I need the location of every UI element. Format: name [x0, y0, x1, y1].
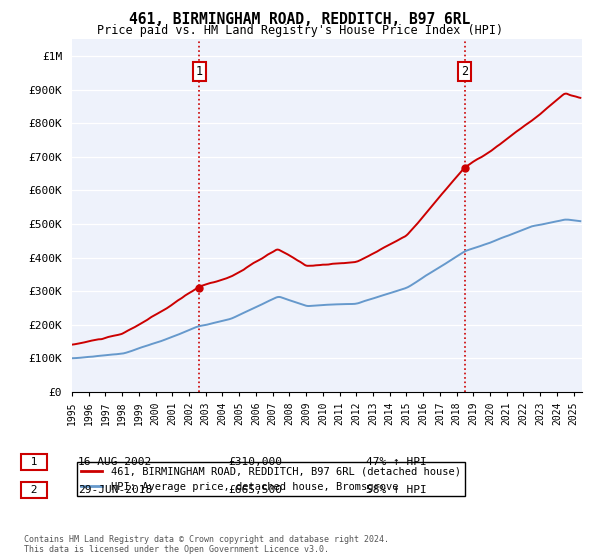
Legend: 461, BIRMINGHAM ROAD, REDDITCH, B97 6RL (detached house), HPI: Average price, de: 461, BIRMINGHAM ROAD, REDDITCH, B97 6RL … — [77, 463, 465, 496]
Text: Price paid vs. HM Land Registry's House Price Index (HPI): Price paid vs. HM Land Registry's House … — [97, 24, 503, 36]
Text: Contains HM Land Registry data © Crown copyright and database right 2024.
This d: Contains HM Land Registry data © Crown c… — [24, 535, 389, 554]
Text: 58% ↑ HPI: 58% ↑ HPI — [366, 485, 427, 495]
Text: £665,500: £665,500 — [228, 485, 282, 495]
Text: 1: 1 — [196, 64, 203, 78]
Text: 47% ↑ HPI: 47% ↑ HPI — [366, 457, 427, 467]
Text: 2: 2 — [24, 485, 44, 495]
Text: 461, BIRMINGHAM ROAD, REDDITCH, B97 6RL: 461, BIRMINGHAM ROAD, REDDITCH, B97 6RL — [130, 12, 470, 27]
Text: 29-JUN-2018: 29-JUN-2018 — [78, 485, 152, 495]
Text: £310,000: £310,000 — [228, 457, 282, 467]
Text: 2: 2 — [461, 64, 469, 78]
Text: 16-AUG-2002: 16-AUG-2002 — [78, 457, 152, 467]
Text: 1: 1 — [24, 457, 44, 467]
